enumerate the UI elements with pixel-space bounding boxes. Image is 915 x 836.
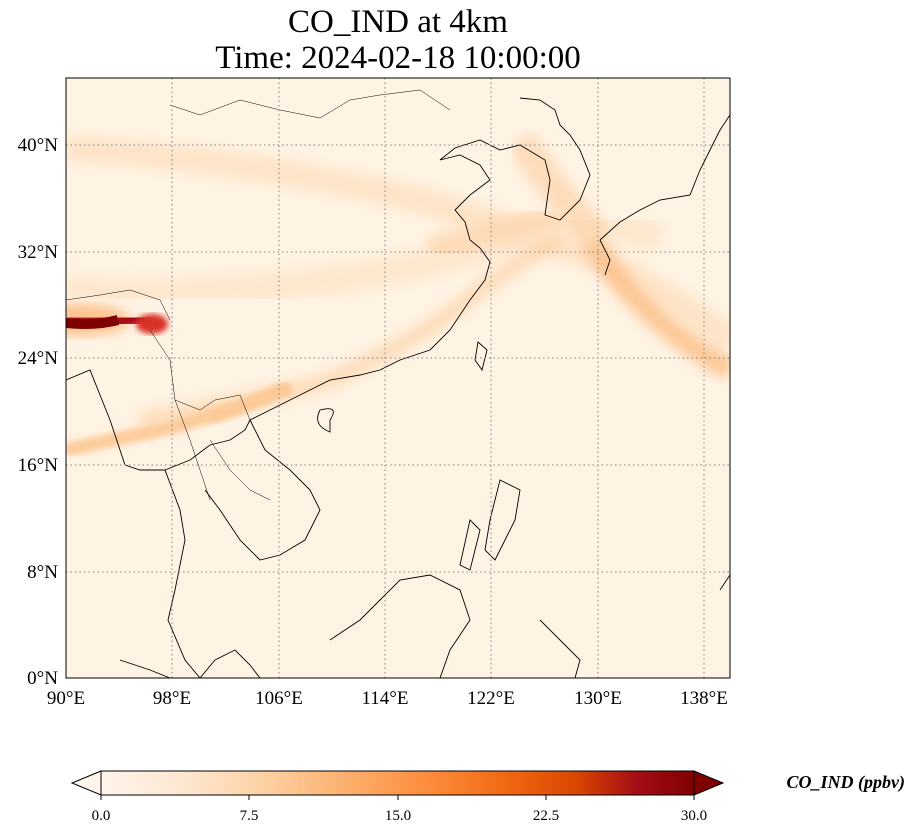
colorbar-label: CO_IND (ppbv) [787, 772, 906, 793]
gridlines [66, 78, 730, 678]
plume-layer [66, 131, 730, 457]
lon-tick-label: 98°E [153, 688, 191, 709]
lon-tick-label: 130°E [574, 688, 622, 709]
lon-tick-label: 122°E [467, 688, 515, 709]
colorbar-min-extend [70, 770, 102, 796]
map-title: CO_IND at 4km [288, 4, 508, 40]
lat-tick-label: 32°N [18, 242, 59, 263]
lat-tick-label: 8°N [27, 562, 58, 583]
colorbar-max-extend [693, 770, 725, 796]
lat-tick-label: 16°N [18, 455, 59, 476]
lat-tick-label: 40°N [18, 135, 59, 156]
map-frame [65, 77, 731, 679]
lat-tick-label: 24°N [18, 348, 59, 369]
country-borders [66, 89, 451, 501]
colorbar-tick-label: 30.0 [681, 808, 707, 824]
colorbar-tick-label: 22.5 [533, 808, 559, 824]
colorbar-tick-label: 7.5 [240, 808, 259, 824]
colorbar-tick-label: 15.0 [385, 808, 411, 824]
map-timestamp: Time: 2024-02-18 10:00:00 [215, 40, 581, 76]
colorbar-gradient [101, 771, 694, 795]
coastlines [66, 97, 730, 678]
lon-tick-label: 90°E [47, 688, 85, 709]
lat-tick-label: 0°N [27, 668, 58, 689]
colorbar: 0.0 7.5 15.0 22.5 30.0 CO_IND (ppbv) [70, 770, 906, 824]
lon-tick-label: 106°E [255, 688, 303, 709]
concentration-field [66, 78, 730, 678]
colorbar-tick-label: 0.0 [92, 808, 111, 824]
lon-tick-label: 138°E [680, 688, 728, 709]
lon-tick-label: 114°E [362, 688, 409, 709]
